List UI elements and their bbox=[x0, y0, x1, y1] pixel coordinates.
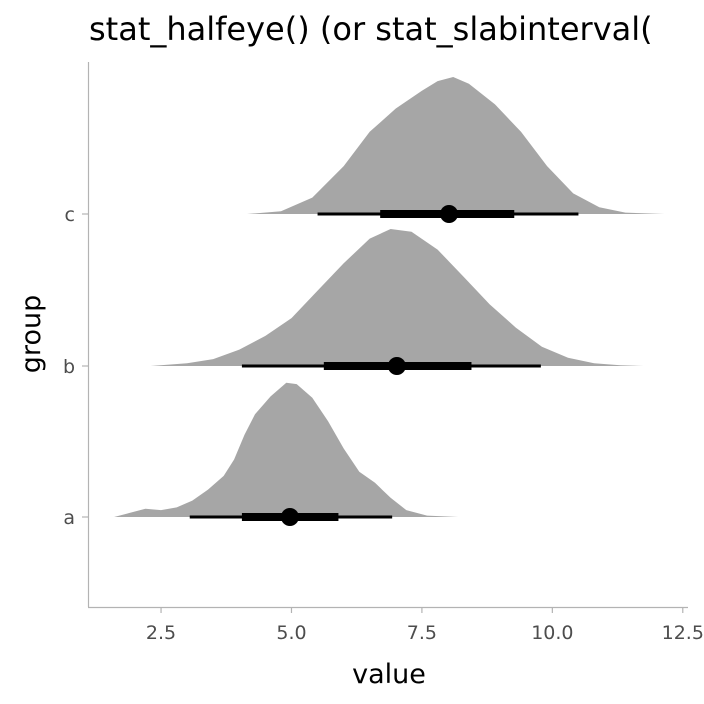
x-tick-label: 12.5 bbox=[662, 622, 704, 644]
y-tick-label-a: a bbox=[63, 507, 75, 529]
point-a bbox=[280, 508, 299, 526]
slab-b bbox=[150, 229, 644, 366]
slab-c bbox=[247, 77, 665, 214]
y-tick-label-c: c bbox=[65, 204, 75, 226]
x-axis-title: value bbox=[352, 659, 426, 690]
y-axis-title: group bbox=[16, 295, 47, 373]
y-tick-label-b: b bbox=[63, 356, 75, 378]
x-axis-ticks: 2.5 5.0 7.5 10.0 12.5 bbox=[146, 607, 704, 644]
slab-a bbox=[114, 382, 459, 517]
x-tick-label: 10.0 bbox=[531, 622, 573, 644]
x-tick-label: 5.0 bbox=[276, 622, 306, 644]
plot-area bbox=[114, 77, 665, 526]
x-tick-label: 7.5 bbox=[407, 622, 437, 644]
point-b bbox=[387, 357, 406, 375]
chart-title: stat_halfeye() (or stat_slabinterval( bbox=[89, 10, 653, 48]
point-c bbox=[440, 205, 459, 223]
y-axis-ticks: a b c bbox=[63, 204, 88, 529]
x-tick-label: 2.5 bbox=[146, 622, 176, 644]
